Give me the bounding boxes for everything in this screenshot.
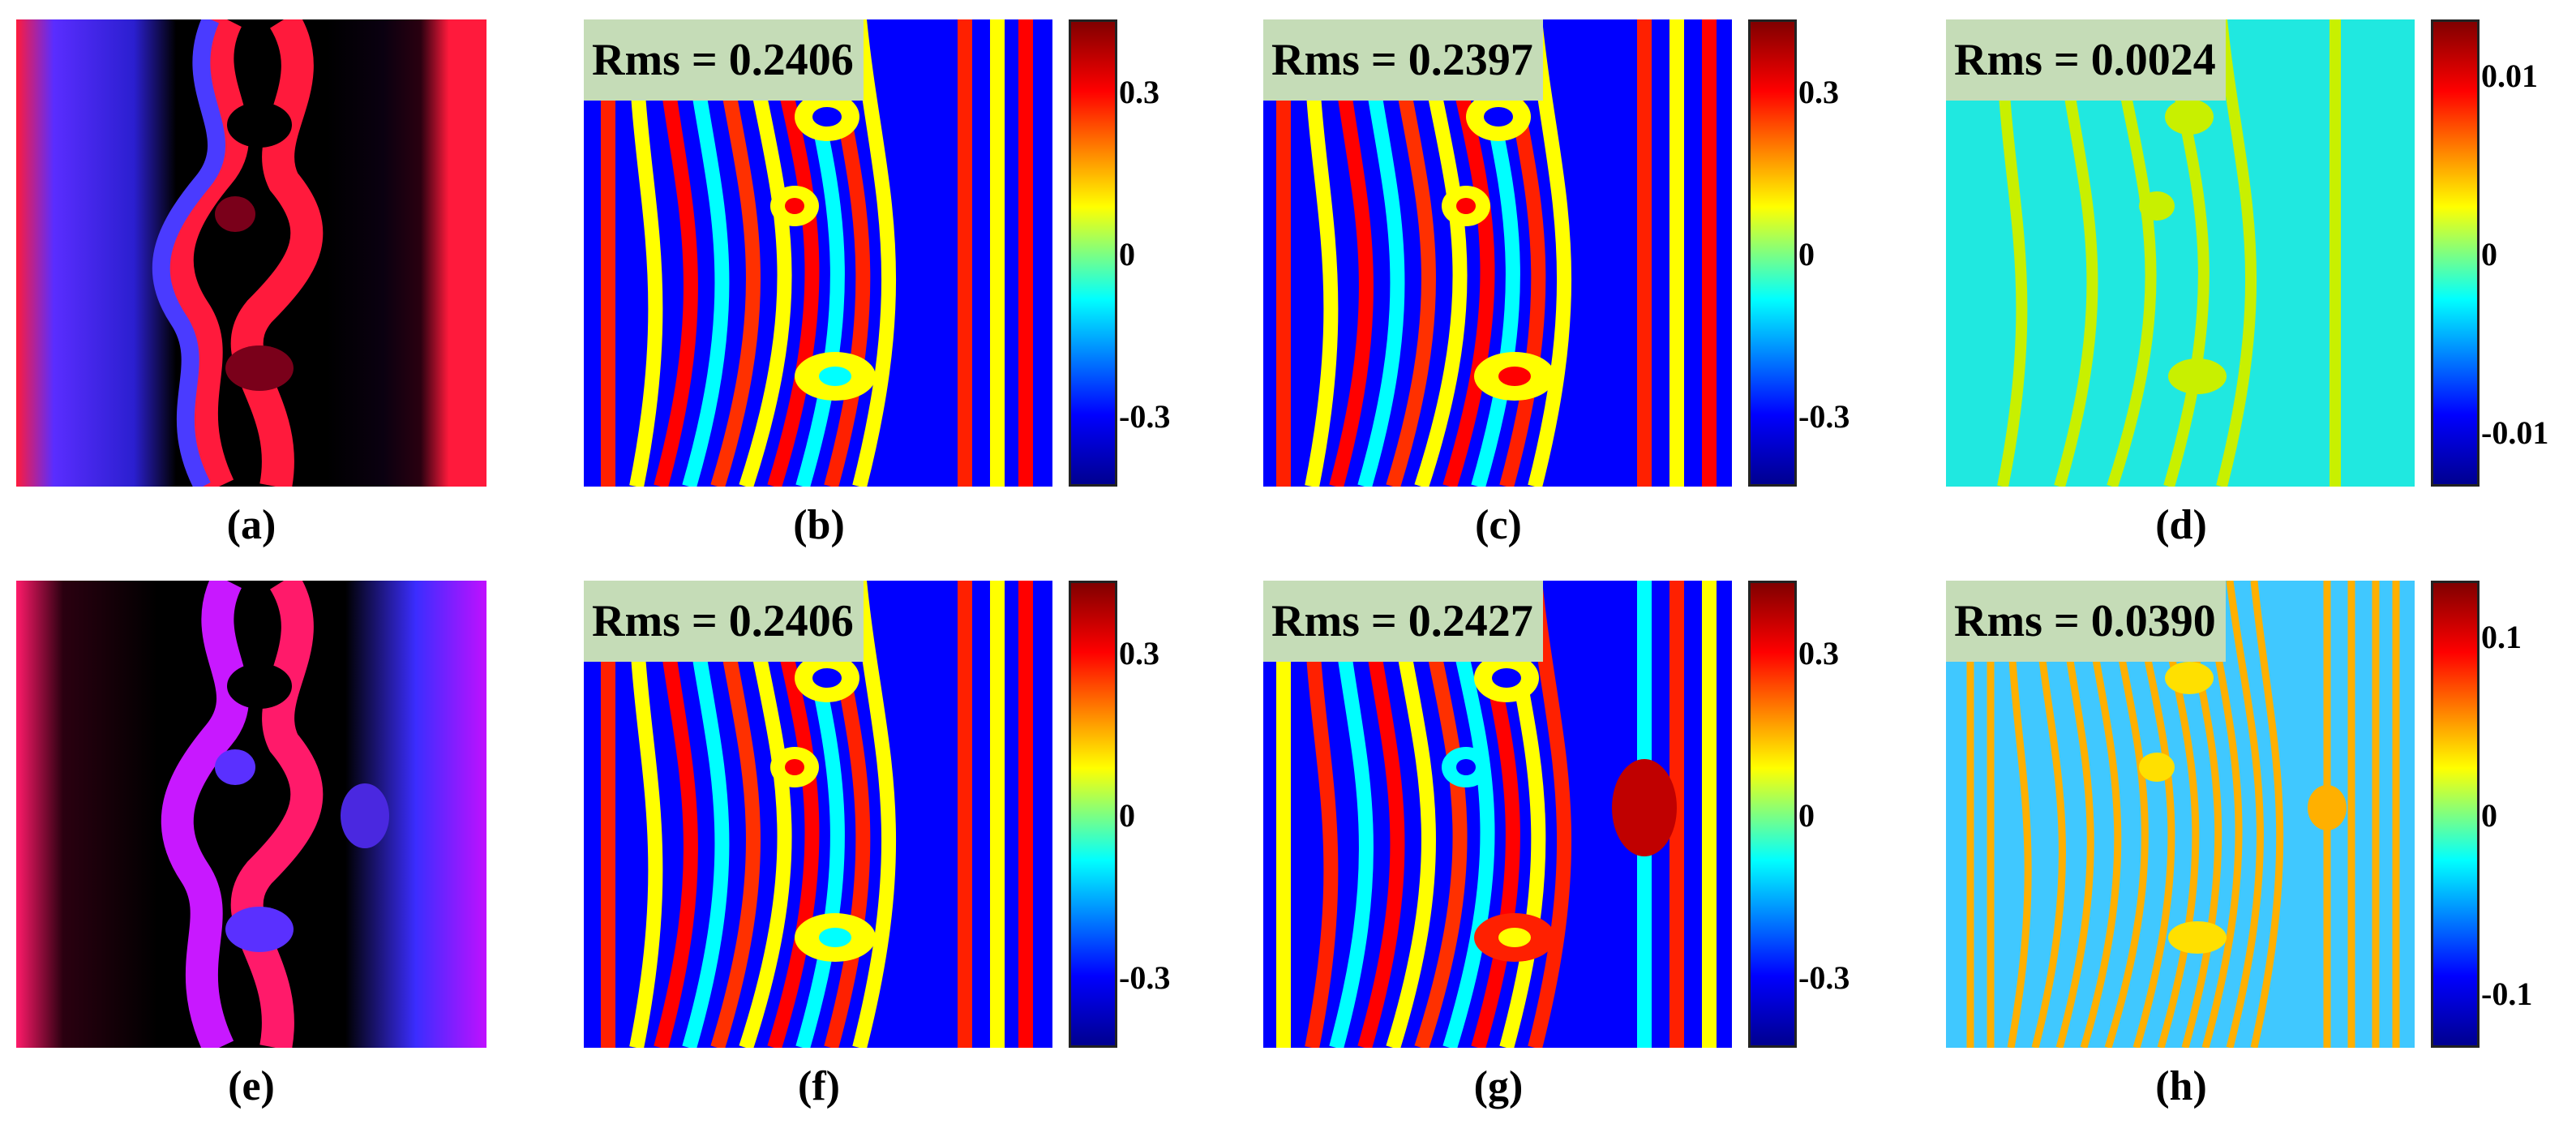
rms-label: Rms = 0.0390 (1946, 581, 2226, 662)
colorbar-tick: -0.01 (2481, 414, 2549, 451)
colorbar-tick: -0.1 (2481, 976, 2533, 1012)
colorbar-tick: 0.3 (1798, 74, 1839, 110)
colorbar-gradient (1069, 581, 1117, 1048)
caption-e: (e) (228, 1063, 275, 1109)
colorbar-b: 0.3 0 -0.3 (1069, 19, 1182, 487)
colorbar-tick: 0 (2481, 236, 2497, 272)
rms-label: Rms = 0.2397 (1263, 19, 1543, 101)
colorbar-gradient (2431, 19, 2480, 487)
caption-f: (f) (798, 1063, 840, 1109)
caption-d: (d) (2155, 502, 2207, 548)
colorbar-tick: 0 (2481, 797, 2497, 834)
colorbar-tick: 0.3 (1119, 74, 1159, 110)
colorbar-gradient (2431, 581, 2480, 1048)
colorbar-gradient (1748, 19, 1797, 487)
colorbar-f: 0.3 0 -0.3 (1069, 581, 1182, 1048)
colorbar-c: 0.3 0 -0.3 (1748, 19, 1862, 487)
colorbar-tick: 0.1 (2481, 619, 2522, 655)
caption-b: (b) (793, 502, 845, 548)
colorbar-gradient (1069, 19, 1117, 487)
colorbar-tick: -0.3 (1119, 398, 1171, 435)
colorbar-tick: 0 (1798, 236, 1815, 272)
colorbar-tick: 0.01 (2481, 58, 2538, 94)
colorbar-tick: -0.3 (1798, 398, 1850, 435)
colorbar-tick: 0.3 (1119, 635, 1159, 671)
colorbar-gradient (1748, 581, 1797, 1048)
colorbar-g: 0.3 0 -0.3 (1748, 581, 1862, 1048)
fringe-image-b: Rms = 0.2406 (584, 19, 1052, 487)
colorbar-d: 0.01 0 -0.01 (2431, 19, 2569, 487)
colorbar-tick: -0.3 (1119, 959, 1171, 996)
fringe-image-c: Rms = 0.2397 (1263, 19, 1732, 487)
colorbar-tick: 0 (1798, 797, 1815, 834)
residual-image-d: Rms = 0.0024 (1946, 19, 2415, 487)
colorbar-h: 0.1 0 -0.1 (2431, 581, 2569, 1048)
fringe-image-f: Rms = 0.2406 (584, 581, 1052, 1048)
colorbar-tick: 0 (1119, 236, 1135, 272)
rms-label: Rms = 0.2406 (584, 19, 864, 101)
intensity-image-a (16, 19, 486, 487)
caption-h: (h) (2155, 1063, 2207, 1109)
colorbar-tick: -0.3 (1798, 959, 1850, 996)
residual-image-h: Rms = 0.0390 (1946, 581, 2415, 1048)
rms-label: Rms = 0.2406 (584, 581, 864, 662)
caption-c: (c) (1475, 502, 1522, 548)
rms-label: Rms = 0.0024 (1946, 19, 2226, 101)
colorbar-tick: 0 (1119, 797, 1135, 834)
intensity-image-e (16, 581, 486, 1048)
caption-a: (a) (226, 502, 276, 548)
colorbar-tick: 0.3 (1798, 635, 1839, 671)
fringe-image-g: Rms = 0.2427 (1263, 581, 1732, 1048)
caption-g: (g) (1473, 1063, 1524, 1109)
rms-label: Rms = 0.2427 (1263, 581, 1543, 662)
